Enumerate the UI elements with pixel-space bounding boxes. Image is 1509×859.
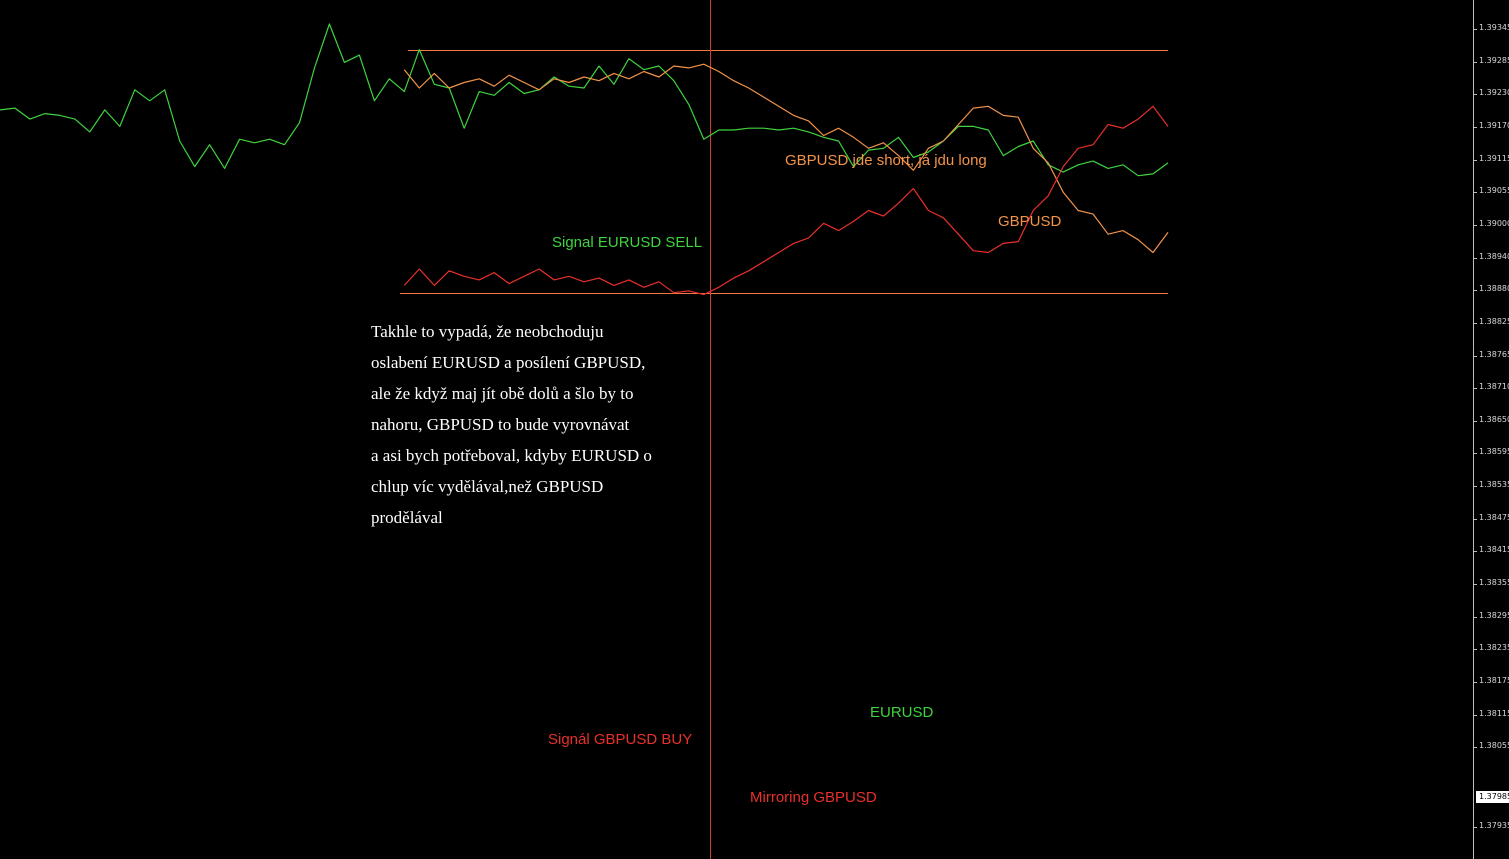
price-tick-label: 1.38115 bbox=[1472, 709, 1509, 718]
note-line: Takhle to vypadá, že neobchoduju bbox=[371, 322, 604, 341]
price-tick-label: 1.39230 bbox=[1472, 88, 1509, 97]
price-tick-label: 1.38710 bbox=[1472, 382, 1509, 391]
price-axis: 1.39345 1.39285 1.39230 1.39170 1.39115 1.390… bbox=[1472, 0, 1509, 859]
price-tick-label: 1.38535 bbox=[1472, 480, 1509, 489]
price-tick-label: 1.39170 bbox=[1472, 121, 1509, 130]
note-text: Takhle to vypadá, že neobchoduju oslaben… bbox=[371, 316, 701, 533]
price-tick-label: 1.39000 bbox=[1472, 219, 1509, 228]
note-line: a asi bych potřeboval, kdyby EURUSD o bbox=[371, 446, 652, 465]
series-line-gbpusd bbox=[403, 63, 1169, 254]
price-tick-label: 1.38765 bbox=[1472, 350, 1509, 359]
price-tick-label: 1.38880 bbox=[1472, 284, 1509, 293]
price-tick-label: 1.38650 bbox=[1472, 415, 1509, 424]
series-line-eurusd bbox=[0, 23, 1169, 177]
label-signal-gbpusd-buy: Signál GBPUSD BUY bbox=[548, 731, 693, 748]
price-tick-label: 1.38175 bbox=[1472, 676, 1509, 685]
price-tick-label: 1.38475 bbox=[1472, 513, 1509, 522]
label-gbpusd-short: GBPUSD jde short, já jdu long bbox=[785, 152, 987, 169]
price-tick-label: 1.39285 bbox=[1472, 56, 1509, 65]
price-tick-label: 1.38825 bbox=[1472, 317, 1509, 326]
price-tick-label: 1.38055 bbox=[1472, 741, 1509, 750]
label-gbpusd: GBPUSD bbox=[998, 213, 1062, 230]
price-tick-label: 1.38940 bbox=[1472, 252, 1509, 261]
label-signal-eurusd-sell: Signal EURUSD SELL bbox=[552, 234, 703, 251]
price-tick-label: 1.39345 bbox=[1472, 23, 1509, 32]
note-line: ale že když maj jít obě dolů a šlo by to bbox=[371, 384, 634, 403]
note-line: nahoru, GBPUSD to bude vyrovnávat bbox=[371, 415, 630, 434]
price-tick-label: 1.37935 bbox=[1472, 821, 1509, 830]
label-eurusd: EURUSD bbox=[870, 704, 934, 721]
current-price-label: 1.37985 bbox=[1476, 791, 1509, 803]
note-line: oslabení EURUSD a posílení GBPUSD, bbox=[371, 353, 646, 372]
series-line-mirroring-gbpusd bbox=[403, 105, 1169, 296]
note-line: prodělával bbox=[371, 508, 443, 527]
price-tick-label: 1.38415 bbox=[1472, 545, 1509, 554]
price-tick-label: 1.39055 bbox=[1472, 186, 1509, 195]
price-tick-label: 1.38235 bbox=[1472, 643, 1509, 652]
note-line: chlup víc vydělával,než GBPUSD bbox=[371, 477, 604, 496]
price-tick-label: 1.38355 bbox=[1472, 578, 1509, 587]
price-tick-label: 1.38295 bbox=[1472, 611, 1509, 620]
price-tick-label: 1.39115 bbox=[1472, 154, 1509, 163]
price-tick-label: 1.38595 bbox=[1472, 447, 1509, 456]
label-mirroring-gbpusd: Mirroring GBPUSD bbox=[750, 789, 877, 806]
